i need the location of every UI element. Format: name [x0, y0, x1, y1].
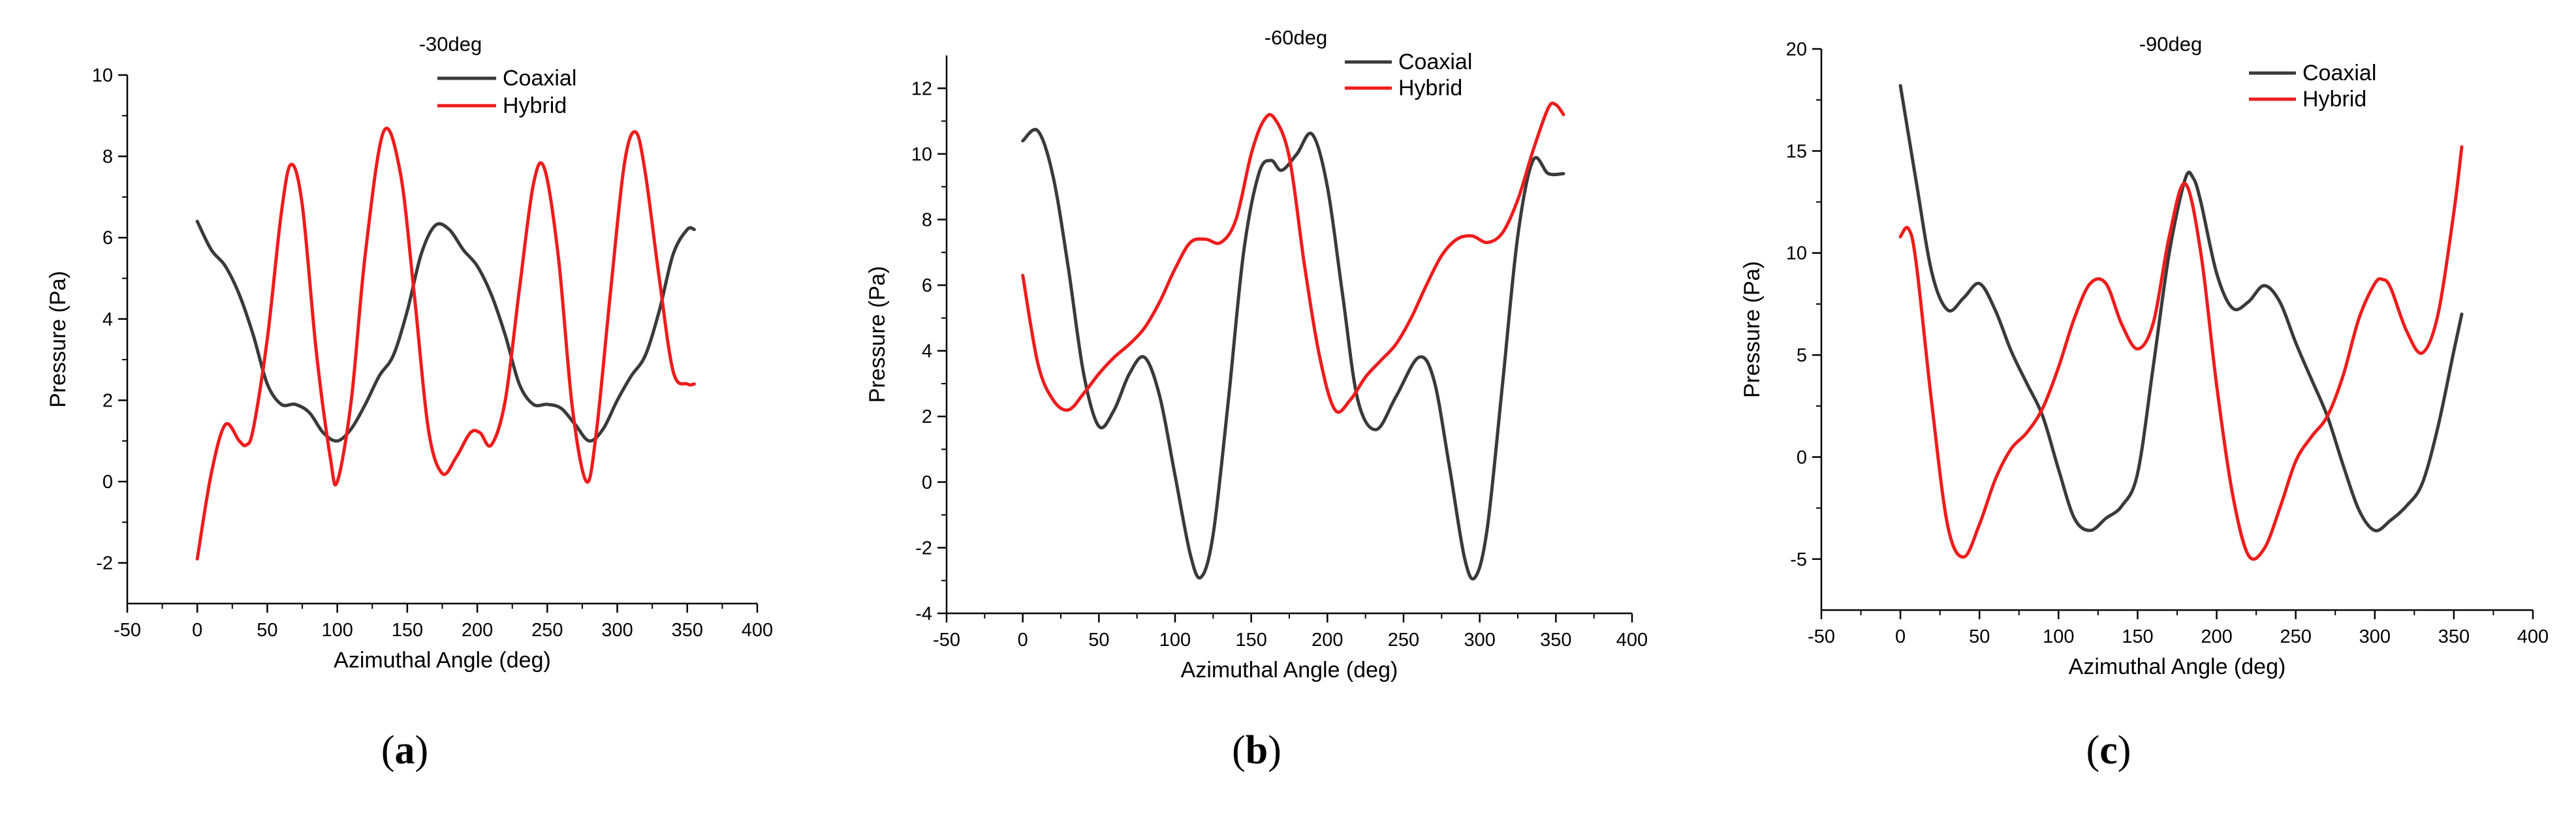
y-tick-label: 2: [922, 406, 932, 427]
legend-label-coaxial: Coaxial: [1398, 50, 1472, 74]
x-tick-label: 400: [742, 620, 773, 641]
x-tick-label: 50: [257, 620, 277, 641]
legend-label-hybrid: Hybrid: [503, 93, 567, 118]
x-tick-label: 0: [1018, 630, 1028, 651]
x-tick-label: -50: [933, 630, 960, 651]
y-tick-label: 8: [922, 209, 932, 230]
x-tick-label: 150: [1235, 630, 1266, 651]
x-tick-label: -50: [114, 620, 141, 641]
chart-1: -50 0 50 100 150 200 250 300 350 400 -2 0 2 4 6 8 10 -30d…: [46, 33, 773, 673]
y-tick-label: 10: [1786, 243, 1807, 264]
y-tick-label: 10: [911, 144, 932, 165]
y-tick-label: 0: [922, 472, 932, 493]
x-tick-label: 200: [1312, 630, 1343, 651]
x-tick-label: 350: [1540, 630, 1571, 651]
x-tick-label: 50: [1969, 626, 1990, 647]
x-tick-label: 300: [1464, 630, 1495, 651]
y-tick-label: -4: [915, 604, 932, 624]
x-tick-label: 50: [1088, 630, 1109, 651]
y-tick-label: 4: [102, 309, 113, 330]
y-tick-label: 6: [102, 228, 113, 249]
series-line-coaxial: [1898, 84, 2464, 532]
x-tick-label: 250: [2280, 626, 2311, 647]
series-line-hybrid: [195, 127, 696, 560]
x-tick-label: 350: [672, 620, 703, 641]
y-tick-label: 4: [922, 341, 932, 362]
series-line-coaxial: [1021, 128, 1565, 581]
x-axis-label: Azimuthal Angle (deg): [334, 648, 551, 673]
x-tick-label: 250: [531, 620, 563, 641]
x-tick-label: 400: [2517, 626, 2549, 647]
x-tick-label: 100: [1159, 630, 1191, 651]
x-tick-label: 250: [1388, 630, 1419, 651]
chart-title: -90deg: [2139, 33, 2203, 55]
x-tick-label: 100: [321, 620, 353, 641]
y-tick-label: 15: [1786, 141, 1807, 162]
x-tick-label: 300: [2359, 626, 2391, 647]
series-line-hybrid: [1898, 145, 2464, 561]
y-tick-label: 2: [102, 390, 113, 411]
legend-label-coaxial: Coaxial: [2302, 61, 2376, 85]
x-tick-label: 0: [192, 620, 202, 641]
panel-label: (b): [1232, 728, 1281, 773]
x-tick-label: 300: [601, 620, 633, 641]
x-tick-label: 150: [2122, 626, 2153, 647]
y-tick-label: 0: [1797, 447, 1807, 468]
y-tick-label: 6: [922, 275, 932, 296]
x-tick-label: 350: [2438, 626, 2470, 647]
series-line-coaxial: [195, 219, 696, 443]
y-tick-label: -5: [1790, 549, 1807, 570]
chart-title: -60deg: [1264, 26, 1328, 49]
chart-title: -30deg: [419, 33, 482, 55]
x-tick-label: 150: [392, 620, 423, 641]
x-axis-label: Azimuthal Angle (deg): [1181, 658, 1398, 683]
x-tick-label: 0: [1895, 626, 1906, 647]
legend-label-coaxial: Coaxial: [503, 66, 576, 91]
y-axis-label: Pressure (Pa): [865, 266, 890, 403]
x-tick-label: 200: [462, 620, 493, 641]
x-tick-label: 400: [1616, 630, 1648, 651]
legend-label-hybrid: Hybrid: [1398, 76, 1462, 100]
y-tick-label: 5: [1797, 345, 1807, 366]
y-axis-label: Pressure (Pa): [1740, 261, 1765, 398]
panel-label: (c): [2086, 728, 2131, 773]
y-tick-label: -2: [96, 553, 113, 574]
y-tick-label: 12: [911, 78, 932, 99]
x-tick-label: -50: [1808, 626, 1835, 647]
panel-label: (a): [381, 728, 428, 773]
y-tick-label: 0: [102, 472, 113, 493]
series-line-hybrid: [1021, 101, 1565, 414]
chart-2: -50 0 50 100 150 200 250 300 350 400 -4 -2 0 2 4 6 8 10 12…: [865, 26, 1648, 683]
y-tick-label: 20: [1786, 39, 1807, 60]
x-tick-label: 200: [2201, 626, 2232, 647]
y-axis-label: Pressure (Pa): [46, 271, 71, 408]
y-tick-label: 10: [92, 65, 113, 86]
y-tick-label: -2: [915, 538, 932, 559]
x-tick-label: 100: [2043, 626, 2074, 647]
legend-label-hybrid: Hybrid: [2302, 87, 2366, 112]
y-tick-label: 8: [102, 147, 113, 168]
x-axis-label: Azimuthal Angle (deg): [2069, 654, 2286, 679]
